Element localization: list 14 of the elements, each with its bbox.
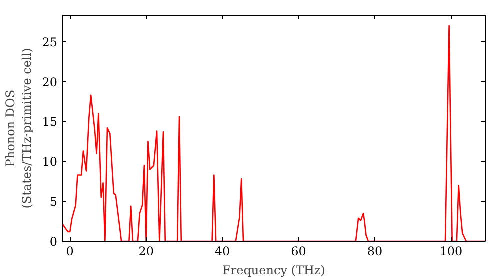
y-tick-label: 5 <box>50 195 58 210</box>
x-tick-label: 80 <box>367 244 383 258</box>
y-tick-label: 25 <box>42 35 58 50</box>
x-axis-title: Frequency (THz) <box>222 264 326 278</box>
x-tick-label: 60 <box>291 244 306 258</box>
x-tick-label: 0 <box>66 244 74 258</box>
y-tick-label: 15 <box>42 115 58 130</box>
y-tick-label: 0 <box>50 235 58 249</box>
y-axis-title: Phonon DOS (States/THz·primitive cell) <box>3 48 34 209</box>
y-tick-label: 20 <box>42 75 58 90</box>
x-tick-label: 40 <box>214 244 230 258</box>
y-tick-label: 10 <box>42 155 58 170</box>
x-tick-label: 20 <box>138 244 154 258</box>
x-tick-label: 100 <box>440 244 463 258</box>
